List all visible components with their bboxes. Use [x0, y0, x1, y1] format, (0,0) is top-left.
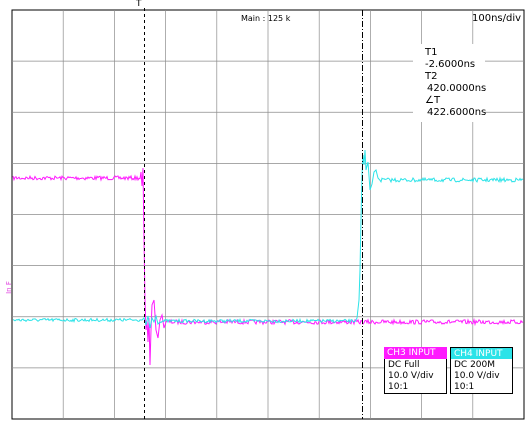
ch4-trace [12, 149, 524, 329]
ch3-coupling: DC Full [388, 360, 420, 370]
ch4-probe: 10:1 [454, 382, 475, 392]
main-sample-label: Main : 125 k [241, 14, 291, 23]
ch4-scale: 10.0 V/div [454, 371, 500, 381]
reference-level-marker: In F [4, 281, 13, 294]
ch3-header: CH3 INPUT [384, 347, 447, 359]
timebase-readout[interactable]: 100ns/div [472, 13, 522, 24]
cursor-delta-value: 422.6000ns [427, 107, 487, 118]
ch4-coupling: DC 200M [454, 360, 496, 370]
cursor-delta-label: ∠T [425, 95, 441, 106]
cursor-t2-label: T2 [425, 71, 438, 82]
trigger-marker: T [136, 0, 142, 9]
ch4-input-panel[interactable]: CH4 INPUT DC 200M 10.0 V/div 10:1 [450, 347, 513, 394]
ch3-trace [12, 167, 524, 366]
ch4-header: CH4 INPUT [450, 347, 513, 359]
cursor-t2-value: 420.0000ns [427, 83, 487, 94]
ch3-input-panel[interactable]: CH3 INPUT DC Full 10.0 V/div 10:1 [384, 347, 447, 394]
ch3-probe: 10:1 [388, 382, 409, 392]
ch3-scale: 10.0 V/div [388, 371, 434, 381]
cursor-t1-label: T1 [425, 47, 438, 58]
cursor-t1-value: -2.6000ns [425, 59, 476, 70]
